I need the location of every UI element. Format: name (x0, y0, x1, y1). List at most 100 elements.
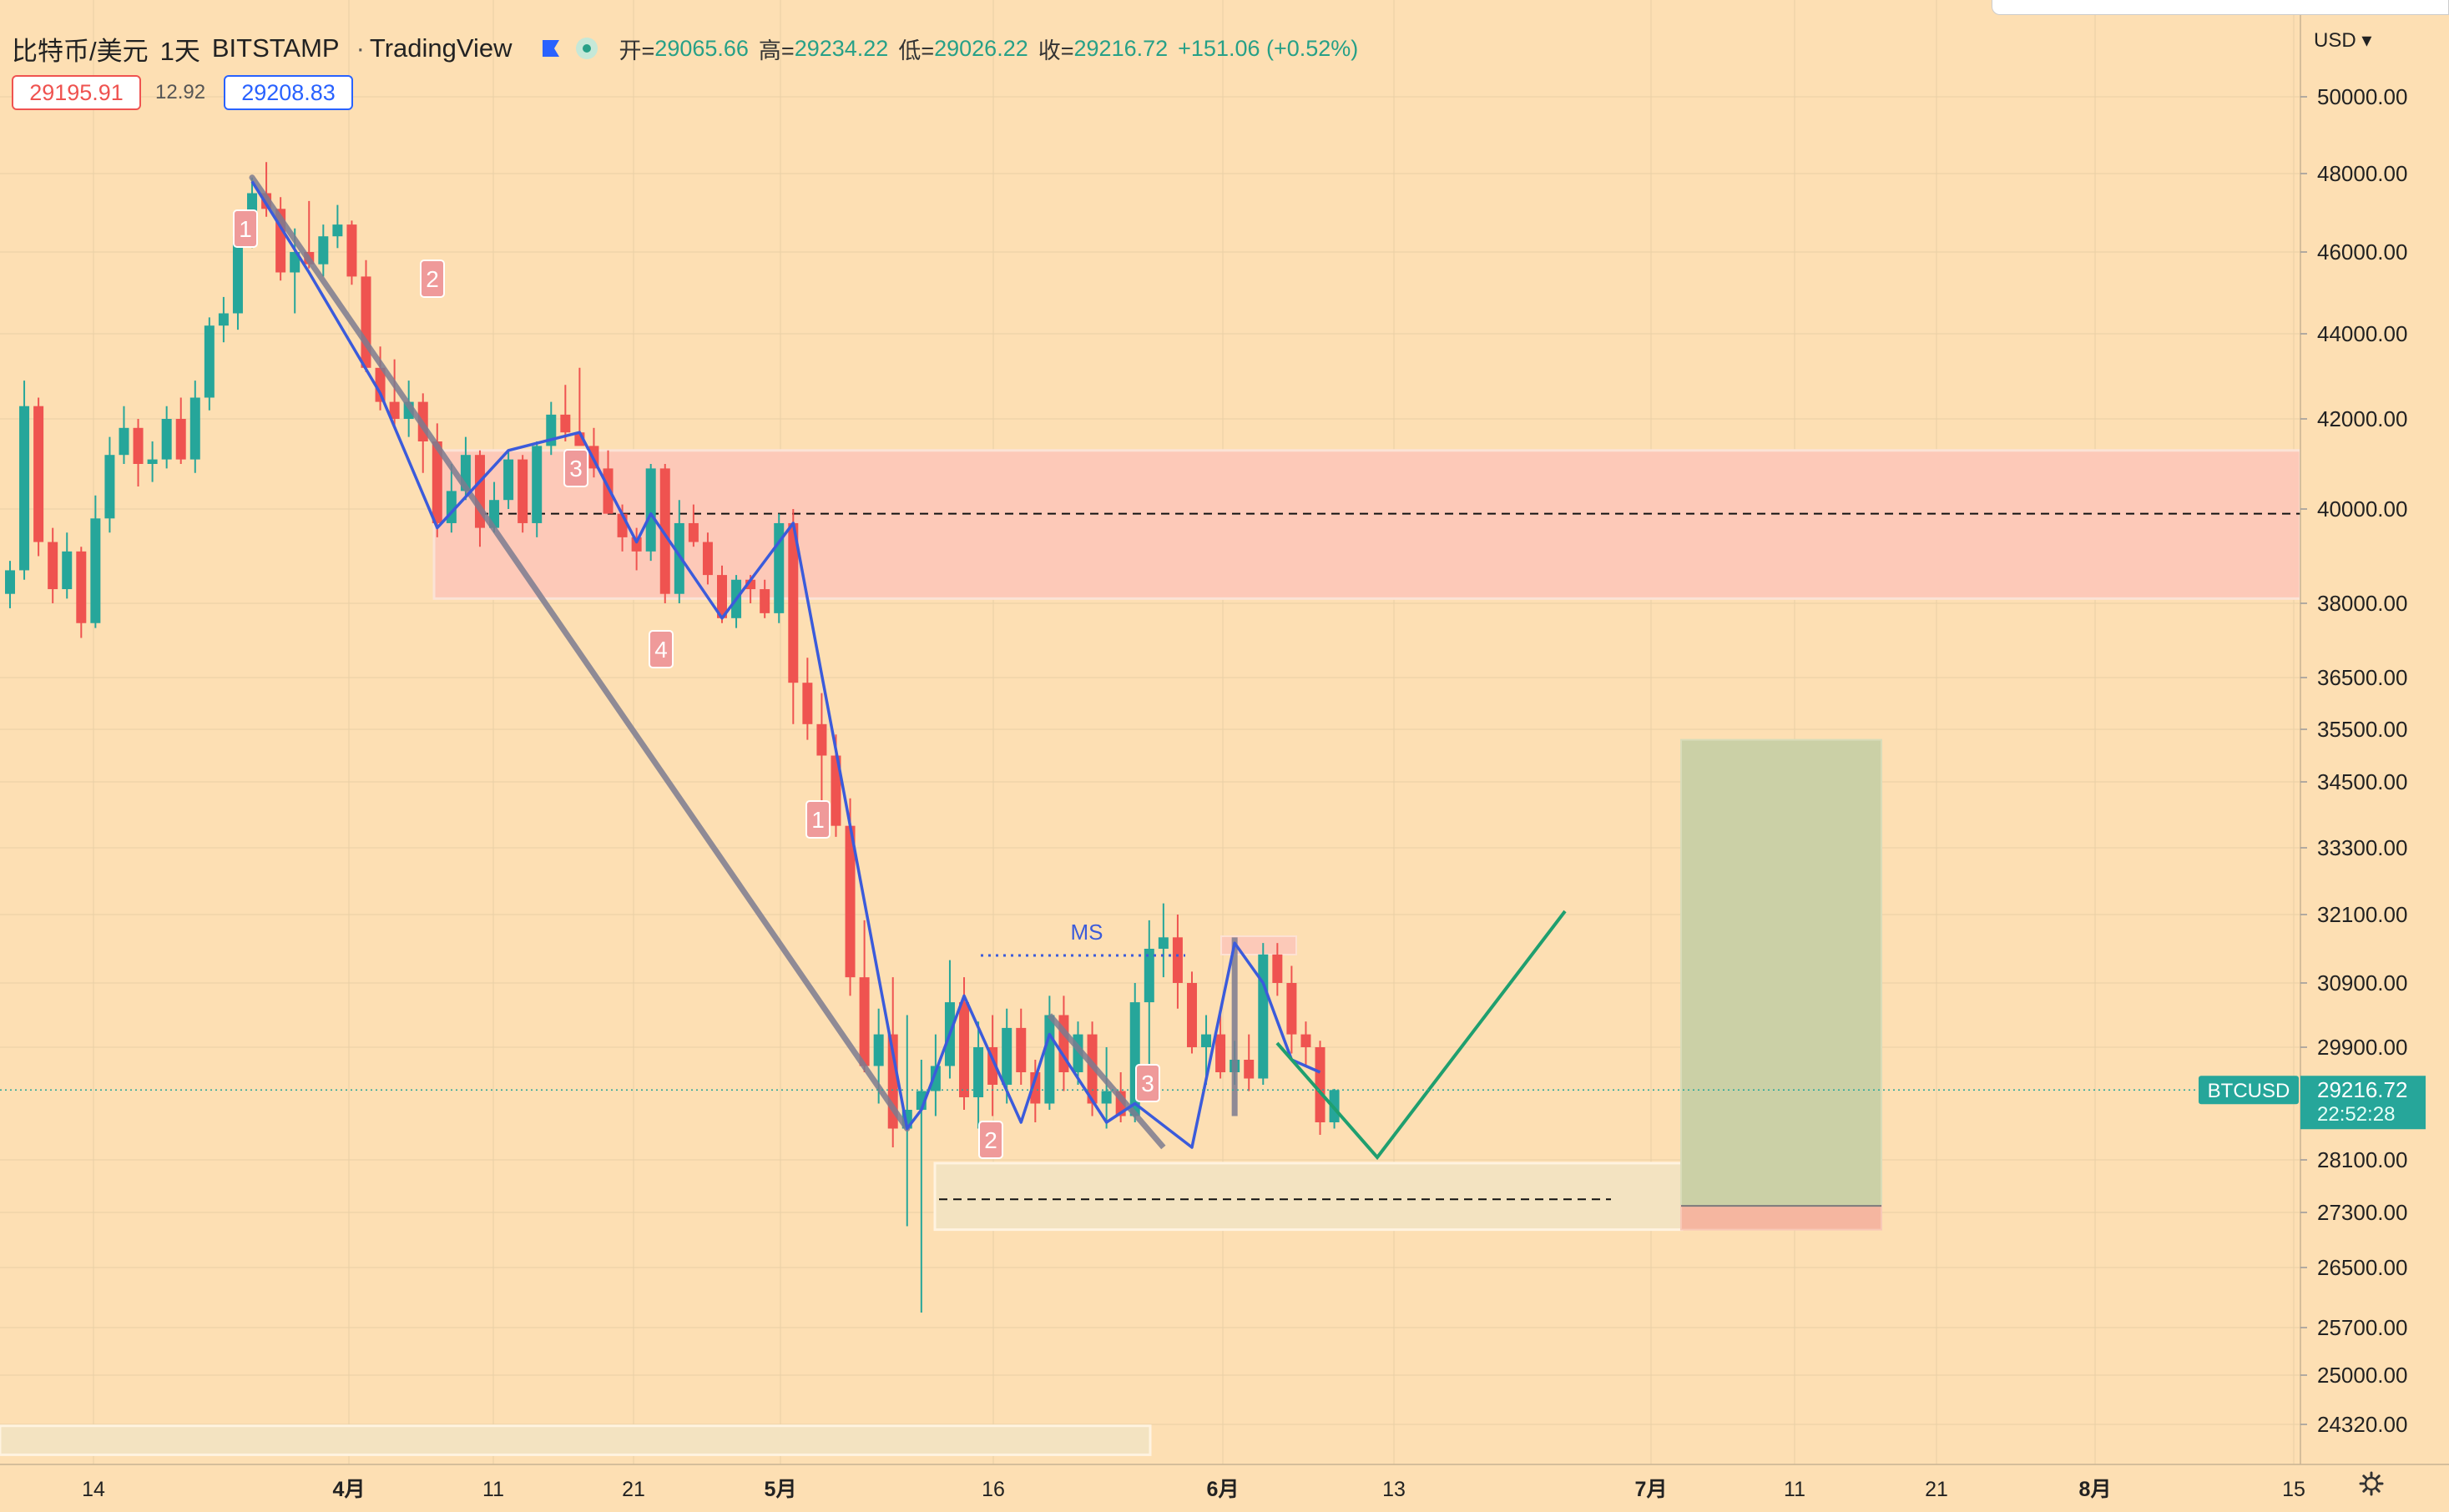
candle[interactable] (1215, 1008, 1226, 1079)
candle[interactable] (76, 547, 87, 638)
candle-body[interactable] (232, 236, 243, 314)
candle-body[interactable] (674, 522, 684, 594)
wave-number-label[interactable]: 3 (1135, 1064, 1160, 1102)
candle[interactable] (760, 579, 770, 618)
candle[interactable] (887, 977, 898, 1147)
candle[interactable] (1258, 943, 1269, 1085)
candle-body[interactable] (1201, 1034, 1212, 1047)
candle-body[interactable] (175, 419, 186, 460)
currency-selector[interactable]: USD ▾ (2314, 28, 2371, 53)
candle[interactable] (332, 204, 343, 249)
candle-body[interactable] (745, 579, 756, 590)
candle-body[interactable] (76, 551, 87, 623)
candle-body[interactable] (189, 397, 200, 460)
candle[interactable] (788, 509, 799, 724)
candle[interactable] (944, 960, 955, 1079)
candle-body[interactable] (1300, 1034, 1311, 1047)
candle-body[interactable] (1186, 983, 1197, 1047)
resistance-zone[interactable] (432, 449, 2302, 600)
candle-body[interactable] (1101, 1091, 1112, 1104)
symbol-price-badge[interactable]: BTCUSD (2199, 1076, 2299, 1105)
position-target-zone[interactable] (1680, 738, 1882, 1207)
candle[interactable] (560, 385, 571, 441)
candle-body[interactable] (717, 575, 727, 618)
candle[interactable] (318, 224, 329, 277)
candle-body[interactable] (1030, 1072, 1041, 1104)
candle-body[interactable] (332, 224, 343, 237)
candle[interactable] (90, 495, 101, 628)
symbol-name[interactable]: 比特币/美元 (12, 36, 149, 66)
candle-body[interactable] (702, 542, 713, 576)
candle[interactable] (1016, 1008, 1027, 1085)
candle-body[interactable] (973, 1047, 984, 1097)
candle-body[interactable] (318, 236, 329, 265)
candle[interactable] (503, 450, 514, 509)
candle[interactable] (688, 504, 699, 547)
candle[interactable] (1044, 995, 1055, 1110)
wave-number-label[interactable]: 1 (233, 209, 258, 248)
wave-number-label[interactable]: 1 (805, 800, 831, 839)
candle-body[interactable] (1002, 1027, 1012, 1085)
candle-body[interactable] (1144, 949, 1154, 1003)
candle[interactable] (702, 532, 713, 585)
candle-body[interactable] (290, 252, 300, 273)
candle[interactable] (973, 1021, 984, 1129)
candle-body[interactable] (375, 367, 386, 402)
candle[interactable] (1315, 1041, 1325, 1135)
candle-body[interactable] (560, 414, 571, 433)
position-stop-zone[interactable] (1680, 1205, 1882, 1231)
candle-body[interactable] (518, 459, 528, 523)
gear-icon[interactable] (2359, 1471, 2384, 1496)
candle-body[interactable] (688, 522, 699, 542)
candle[interactable] (19, 381, 30, 580)
candle-body[interactable] (788, 522, 799, 683)
candle[interactable] (375, 346, 386, 411)
candle-body[interactable] (1315, 1047, 1325, 1122)
candle[interactable] (1300, 1021, 1311, 1066)
wave-number-label[interactable]: 4 (649, 630, 674, 668)
candle[interactable] (674, 500, 684, 603)
candle-body[interactable] (19, 406, 30, 571)
candle-body[interactable] (133, 427, 144, 464)
candle[interactable] (1272, 943, 1283, 996)
candle-body[interactable] (1272, 954, 1283, 983)
candle[interactable] (189, 381, 200, 473)
candle[interactable] (774, 513, 785, 623)
candle-body[interactable] (346, 224, 357, 277)
candle-body[interactable] (1016, 1027, 1027, 1072)
trend-line[interactable] (249, 174, 911, 1131)
candle-body[interactable] (659, 468, 670, 594)
candle-body[interactable] (33, 406, 44, 542)
candle-body[interactable] (1215, 1034, 1226, 1072)
candle-body[interactable] (831, 755, 841, 826)
candle-body[interactable] (1158, 937, 1169, 949)
market-status-icon[interactable] (575, 38, 598, 59)
candle-body[interactable] (62, 551, 73, 590)
candle-body[interactable] (859, 977, 870, 1066)
candle-body[interactable] (532, 446, 543, 523)
candle[interactable] (62, 532, 73, 599)
candle-body[interactable] (816, 723, 827, 756)
candle-body[interactable] (104, 455, 115, 519)
candle-body[interactable] (218, 313, 229, 326)
wave-number-label[interactable]: 2 (978, 1121, 1003, 1159)
buy-price-button[interactable]: 29208.83 (224, 75, 353, 110)
candle-body[interactable] (161, 419, 172, 460)
flag-icon[interactable] (541, 39, 561, 58)
candle[interactable] (133, 419, 144, 486)
candle[interactable] (346, 220, 357, 285)
candle-body[interactable] (930, 1066, 941, 1091)
candle-body[interactable] (959, 1002, 970, 1097)
candle[interactable] (104, 436, 115, 533)
candle[interactable] (218, 296, 229, 343)
candle[interactable] (147, 441, 158, 482)
interval-label[interactable]: 1天 (159, 36, 200, 66)
elliott-wave-path[interactable] (250, 180, 1321, 1149)
candle[interactable] (389, 359, 400, 428)
candle-body[interactable] (1244, 1060, 1255, 1079)
candle-body[interactable] (845, 825, 856, 978)
candle[interactable] (816, 693, 827, 804)
